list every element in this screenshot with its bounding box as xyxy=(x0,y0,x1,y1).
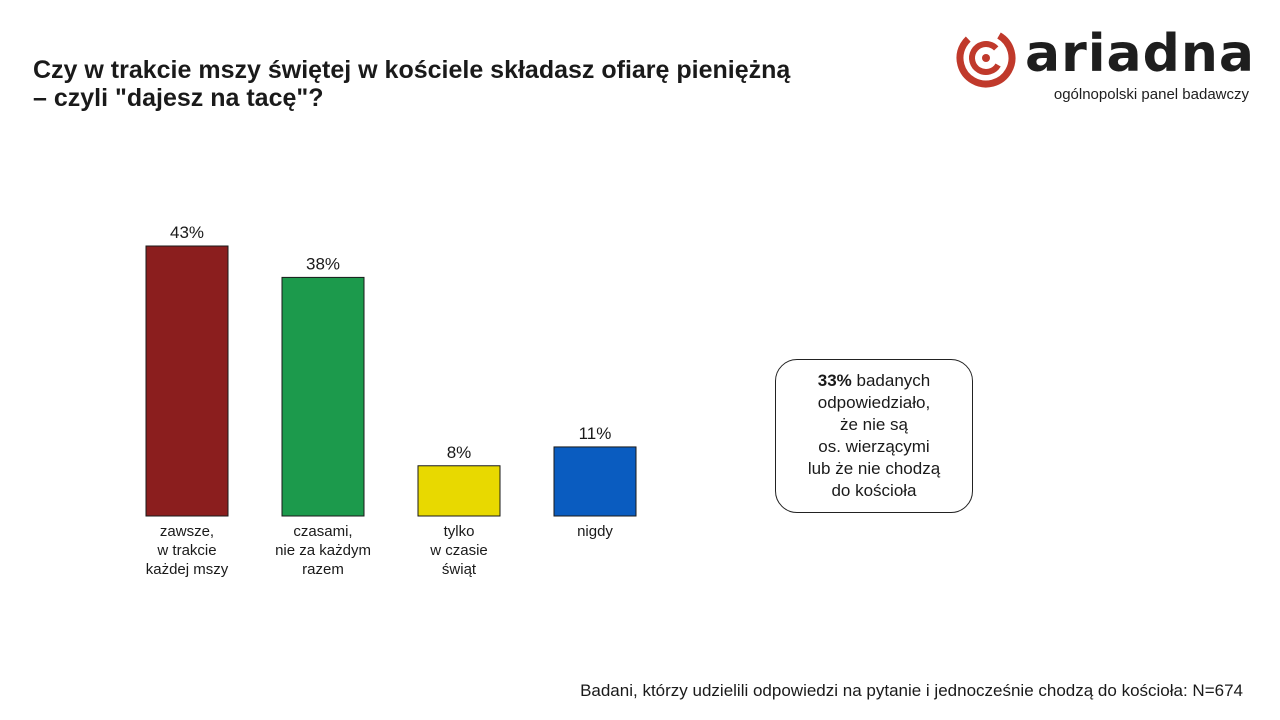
category-label-line: nigdy xyxy=(577,523,613,540)
callout-line-3: że nie są xyxy=(839,415,909,434)
callout-line-1: badanych xyxy=(851,371,931,390)
category-label-line: w trakcie xyxy=(156,542,216,559)
category-label-line: w czasie xyxy=(429,542,488,559)
footnote: Badani, którzy udzielili odpowiedzi na p… xyxy=(580,681,1243,700)
logo-tagline: ogólnopolski panel badawczy xyxy=(1053,86,1249,103)
category-label-line: razem xyxy=(302,561,344,578)
bar-0 xyxy=(145,245,229,517)
category-label-line: świąt xyxy=(442,561,477,578)
bar-value-label-2: 8% xyxy=(447,443,472,462)
bar-value-label-1: 38% xyxy=(306,254,340,273)
category-label-2: tylko w czasie świąt xyxy=(429,523,488,578)
bar-2 xyxy=(417,465,501,517)
title-line-1: Czy w trakcie mszy świętej w kościele sk… xyxy=(33,56,791,84)
category-label-line: każdej mszy xyxy=(146,561,229,578)
bar-chart: 43% zawsze, w trakcie każdej mszy 38% czasami… xyxy=(145,223,637,578)
callout-line-6: do kościoła xyxy=(831,481,917,500)
callout-box: 33% badanych odpowiedziało, że nie są os… xyxy=(775,359,973,513)
bar-value-label-0: 43% xyxy=(170,223,204,242)
callout-line-5: lub że nie chodzą xyxy=(807,459,941,478)
logo-wordmark: ariadna xyxy=(1025,24,1255,84)
category-label-3: nigdy xyxy=(577,523,613,540)
category-label-line: nie za każdym xyxy=(275,542,371,559)
category-label-1: czasami, nie za każdym razem xyxy=(275,523,371,578)
category-label-line: tylko xyxy=(444,523,475,540)
ariadna-logo-icon xyxy=(956,28,1016,88)
title-line-2: – czyli "dajesz na tacę"? xyxy=(33,84,324,112)
bar-value-label-3: 11% xyxy=(579,424,612,443)
callout-line-4: os. wierzącymi xyxy=(818,437,930,456)
category-label-line: zawsze, xyxy=(160,523,214,540)
bar-3 xyxy=(553,446,637,517)
ariadna-logo: ariadna ogólnopolski panel badawczy xyxy=(955,24,1255,106)
category-label-0: zawsze, w trakcie każdej mszy xyxy=(146,523,229,578)
callout-text: 33% badanych odpowiedziało, że nie są os… xyxy=(808,370,940,502)
category-label-line: czasami, xyxy=(293,523,352,540)
callout-line-2: odpowiedziało, xyxy=(817,393,931,412)
chart-title: Czy w trakcie mszy świętej w kościele sk… xyxy=(33,56,913,112)
callout-highlight: 33% xyxy=(817,371,852,390)
bar-1 xyxy=(281,276,365,517)
